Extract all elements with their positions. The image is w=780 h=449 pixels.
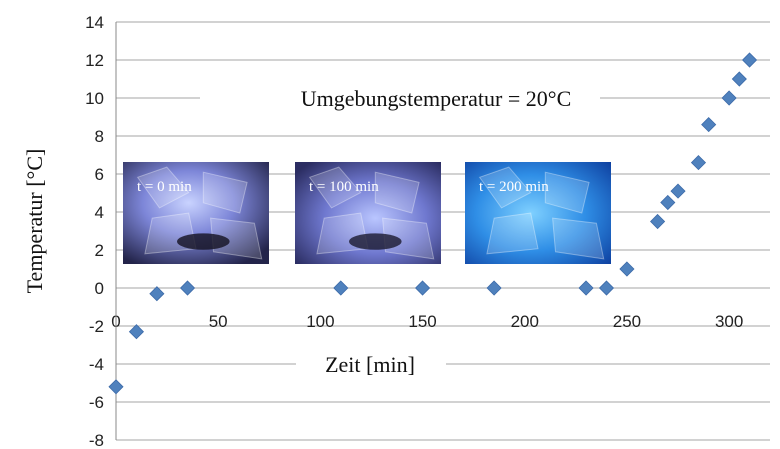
y-tick-label: 0 — [95, 279, 104, 298]
data-point — [414, 280, 431, 296]
inset-label: t = 200 min — [479, 179, 549, 195]
crystal-facet — [308, 166, 362, 209]
y-tick-labels: -8 -6 -4 -2 0 2 4 6 8 10 12 14 — [85, 13, 104, 449]
x-axis-label: Zeit [min] — [325, 352, 415, 377]
data-point — [660, 194, 676, 211]
x-tick-label: 250 — [613, 312, 641, 331]
y-tick-label: -8 — [89, 431, 104, 449]
inset-label: t = 0 min — [137, 179, 192, 195]
x-tick-label: 300 — [715, 312, 743, 331]
dark-gap — [349, 233, 402, 250]
inset-photo-0: t = 0 min — [123, 162, 269, 264]
data-point — [701, 117, 717, 133]
data-point — [731, 71, 747, 87]
y-tick-label: 12 — [85, 51, 104, 70]
y-tick-label: 2 — [95, 241, 104, 260]
y-axis-label: Temperatur [°C] — [22, 149, 47, 294]
data-point — [650, 213, 666, 230]
x-tick-label: 100 — [306, 312, 334, 331]
data-point — [333, 280, 349, 296]
inset-photo-1: t = 100 min — [295, 162, 441, 264]
y-tick-label: 6 — [95, 165, 104, 184]
y-tick-label: 8 — [95, 127, 104, 146]
crystal-facet — [202, 171, 248, 214]
data-point — [128, 324, 145, 340]
y-tick-label: 10 — [85, 89, 104, 108]
data-points — [108, 52, 758, 395]
inset-label: t = 100 min — [309, 179, 379, 195]
data-point — [598, 280, 615, 296]
ambient-temperature-annotation: Umgebungstemperatur = 20°C — [301, 86, 572, 111]
data-point — [486, 280, 502, 296]
crystal-facet — [544, 171, 590, 214]
data-point — [741, 52, 758, 68]
x-tick-label: 150 — [408, 312, 436, 331]
crystal-facet — [136, 166, 190, 209]
data-point — [690, 155, 707, 171]
data-point — [619, 261, 635, 277]
y-tick-label: -2 — [89, 317, 104, 336]
data-point — [179, 280, 196, 296]
y-tick-label: 14 — [85, 13, 104, 32]
crystal-facet — [374, 171, 420, 214]
data-point — [108, 379, 124, 395]
crystal-facet — [552, 217, 605, 260]
x-tick-label: 200 — [511, 312, 539, 331]
data-point — [149, 286, 165, 302]
inset-image — [465, 162, 611, 264]
inset-photo-2: t = 200 min — [465, 162, 611, 264]
x-axis-label-background — [296, 348, 446, 380]
y-tick-label: 4 — [95, 203, 104, 222]
y-tick-label: -6 — [89, 393, 104, 412]
data-point — [670, 183, 686, 199]
x-tick-labels: 0 50 100 150 200 250 300 — [111, 312, 743, 331]
data-point — [578, 280, 594, 296]
photo-insets: t = 0 min t = 100 min t = 200 min — [123, 162, 611, 264]
annotation-background — [200, 84, 600, 112]
crystal-facet — [486, 212, 539, 255]
data-point — [721, 90, 737, 106]
crystal-facet — [478, 166, 532, 209]
dark-gap — [177, 233, 230, 250]
x-tick-label: 50 — [209, 312, 228, 331]
y-tick-label: -4 — [89, 355, 104, 374]
